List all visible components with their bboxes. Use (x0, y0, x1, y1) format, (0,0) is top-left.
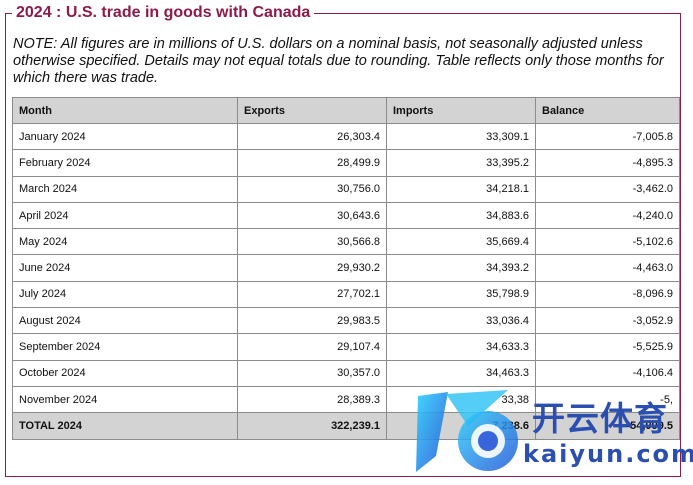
exports-cell: 30,357.0 (237, 359, 387, 387)
trade-table: Month Exports Imports Balance January 20… (12, 97, 680, 440)
table-row: November 2024 28,389.3 33,38 -5, (12, 385, 680, 414)
table-frame (5, 13, 681, 477)
exports-cell: 27,702.1 (237, 280, 387, 309)
month-cell: November 2024 (12, 385, 238, 414)
balance-cell: -3,462.0 (535, 175, 680, 203)
table-row: January 2024 26,303.4 33,309.1 -7,005.8 (12, 122, 680, 151)
month-cell: February 2024 (12, 149, 238, 177)
month-cell: January 2024 (12, 122, 238, 151)
column-header-balance: Balance (535, 97, 680, 124)
balance-cell: -7,005.8 (535, 122, 680, 151)
month-cell: September 2024 (12, 333, 238, 361)
month-cell: April 2024 (12, 201, 238, 230)
month-cell: July 2024 (12, 280, 238, 309)
exports-cell: 29,107.4 (237, 333, 387, 361)
month-cell: TOTAL 2024 (12, 412, 238, 440)
exports-cell: 322,239.1 (237, 412, 387, 440)
imports-cell: 35,669.4 (386, 228, 536, 256)
month-cell: June 2024 (12, 254, 238, 282)
balance-cell: -5,102.6 (535, 228, 680, 256)
table-row: August 2024 29,983.5 33,036.4 -3,052.9 (12, 307, 680, 335)
table-row: February 2024 28,499.9 33,395.2 -4,895.3 (12, 149, 680, 177)
page-title: 2024 : U.S. trade in goods with Canada (12, 3, 315, 23)
balance-cell: -5,525.9 (535, 333, 680, 361)
imports-cell: 34,633.3 (386, 333, 536, 361)
table-row: June 2024 29,930.2 34,393.2 -4,463.0 (12, 254, 680, 282)
exports-cell: 28,389.3 (237, 385, 387, 414)
balance-cell: -54,999.5 (535, 412, 680, 440)
imports-cell: 35,798.9 (386, 280, 536, 309)
column-header-exports: Exports (237, 97, 387, 124)
imports-cell: 34,218.1 (386, 175, 536, 203)
month-cell: August 2024 (12, 307, 238, 335)
imports-cell: 34,393.2 (386, 254, 536, 282)
balance-cell: -4,106.4 (535, 359, 680, 387)
balance-cell: -4,463.0 (535, 254, 680, 282)
column-header-month: Month (12, 97, 238, 124)
balance-cell: -4,895.3 (535, 149, 680, 177)
month-cell: May 2024 (12, 228, 238, 256)
exports-cell: 28,499.9 (237, 149, 387, 177)
exports-cell: 30,756.0 (237, 175, 387, 203)
exports-cell: 30,643.6 (237, 201, 387, 230)
imports-cell: 7,238.6 (386, 412, 536, 440)
table-row: April 2024 30,643.6 34,883.6 -4,240.0 (12, 201, 680, 230)
column-header-imports: Imports (386, 97, 536, 124)
table-row: September 2024 29,107.4 34,633.3 -5,525.9 (12, 333, 680, 361)
watermark-text-en: kaiyun.com (523, 440, 693, 468)
imports-cell: 33,395.2 (386, 149, 536, 177)
exports-cell: 26,303.4 (237, 122, 387, 151)
imports-cell: 33,38 (386, 385, 536, 414)
table-row: May 2024 30,566.8 35,669.4 -5,102.6 (12, 228, 680, 256)
table-row: October 2024 30,357.0 34,463.3 -4,106.4 (12, 359, 680, 387)
month-cell: March 2024 (12, 175, 238, 203)
watermark-text-cn: 开云体育 (532, 399, 668, 438)
exports-cell: 30,566.8 (237, 228, 387, 256)
balance-cell: -4,240.0 (535, 201, 680, 230)
table-row: March 2024 30,756.0 34,218.1 -3,462.0 (12, 175, 680, 203)
exports-cell: 29,983.5 (237, 307, 387, 335)
imports-cell: 33,036.4 (386, 307, 536, 335)
balance-cell: -8,096.9 (535, 280, 680, 309)
imports-cell: 33,309.1 (386, 122, 536, 151)
exports-cell: 29,930.2 (237, 254, 387, 282)
imports-cell: 34,463.3 (386, 359, 536, 387)
balance-cell: -3,052.9 (535, 307, 680, 335)
imports-cell: 34,883.6 (386, 201, 536, 230)
table-row: July 2024 27,702.1 35,798.9 -8,096.9 (12, 280, 680, 309)
note-text: NOTE: All figures are in millions of U.S… (13, 36, 664, 86)
table-header-row: Month Exports Imports Balance (12, 97, 680, 124)
month-cell: October 2024 (12, 359, 238, 387)
